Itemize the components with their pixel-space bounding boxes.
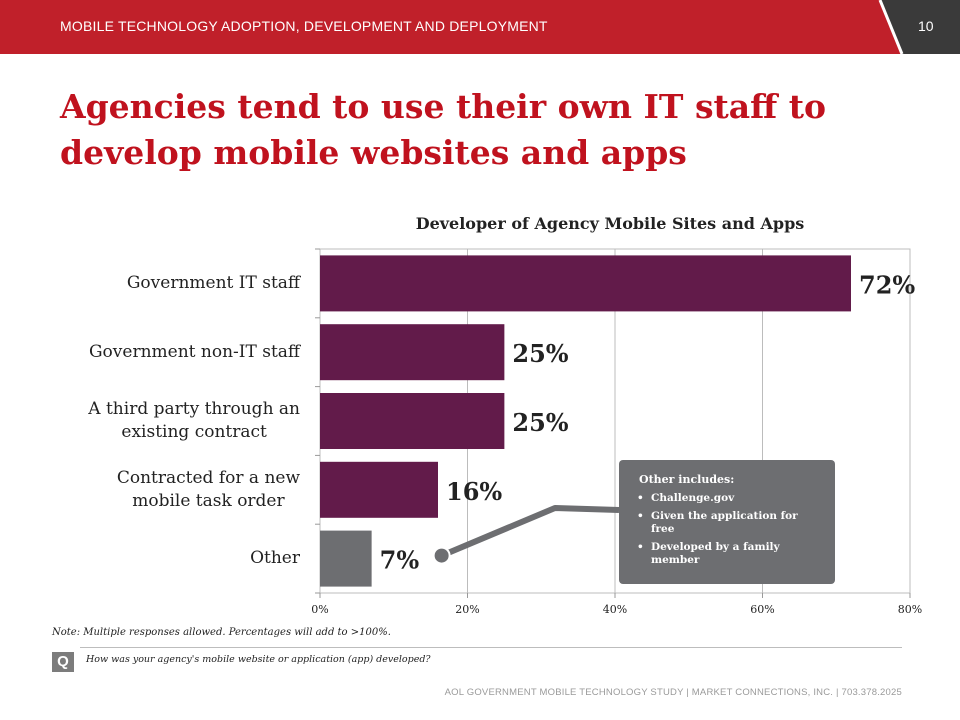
bar bbox=[320, 324, 505, 381]
callout-dot bbox=[432, 546, 451, 565]
category-label-line: Other bbox=[250, 548, 300, 569]
callout-item: • Given the application for free bbox=[637, 510, 798, 535]
note-text: Note: Multiple responses allowed. Percen… bbox=[52, 627, 391, 638]
callout-item-text: Challenge.gov bbox=[651, 492, 735, 504]
category-label-line: mobile task order bbox=[132, 490, 285, 511]
callout-item: • Developed by a family member bbox=[637, 541, 780, 566]
x-tick-label: 0% bbox=[311, 603, 328, 616]
bar bbox=[320, 530, 372, 587]
bar bbox=[320, 255, 851, 312]
other-callout: Other includes: • Challenge.gov • Given th… bbox=[619, 460, 835, 584]
header-title: MOBILE TECHNOLOGY ADOPTION, DEVELOPMENT … bbox=[60, 18, 548, 34]
x-tick-label: 80% bbox=[898, 603, 922, 616]
footer-text: AOL GOVERNMENT MOBILE TECHNOLOGY STUDY |… bbox=[444, 687, 902, 698]
chart-title: Developer of Agency Mobile Sites and App… bbox=[415, 214, 805, 233]
category-label: Government IT staff bbox=[127, 272, 300, 295]
bar-value-label: 25% bbox=[512, 408, 568, 437]
category-label: Contracted for a new mobile task order bbox=[117, 467, 300, 513]
bar bbox=[320, 461, 438, 518]
category-label-line: Contracted for a new bbox=[116, 467, 300, 488]
callout-list: • Challenge.gov • Given the application fo… bbox=[633, 492, 818, 572]
header-bar: MOBILE TECHNOLOGY ADOPTION, DEVELOPMENT … bbox=[0, 0, 960, 54]
category-label-line: Government non-IT staff bbox=[88, 341, 300, 362]
page-number: 10 bbox=[918, 18, 934, 34]
bar-value-label: 16% bbox=[446, 477, 502, 506]
bar-value-label: 72% bbox=[859, 270, 915, 299]
category-label-line: Government IT staff bbox=[126, 272, 300, 293]
bar-value-label: 7% bbox=[380, 546, 420, 575]
x-tick-label: 40% bbox=[603, 603, 627, 616]
header-background bbox=[0, 0, 960, 54]
category-label-line: existing contract bbox=[121, 422, 267, 442]
bar-value-label: 25% bbox=[512, 339, 568, 368]
question-divider bbox=[80, 647, 902, 648]
question-icon: Q bbox=[52, 652, 74, 672]
category-label: Government non-IT staff bbox=[89, 341, 300, 364]
callout-connector bbox=[440, 505, 620, 559]
x-tick-label: 20% bbox=[455, 603, 479, 616]
question-text: How was your agency's mobile website or … bbox=[86, 654, 431, 665]
x-tick-label: 60% bbox=[750, 603, 774, 616]
category-label: Other bbox=[250, 547, 300, 570]
callout-title: Other includes: bbox=[639, 473, 735, 486]
bar bbox=[320, 393, 505, 449]
category-label-line: A third party through an bbox=[88, 399, 300, 419]
callout-item: • Challenge.gov bbox=[637, 492, 735, 504]
callout-item-text: Given the application for free bbox=[651, 510, 798, 535]
page-title: Agencies tend to use their own IT staff … bbox=[60, 87, 827, 172]
callout-item-text: Developed by a family member bbox=[651, 541, 780, 566]
category-label: A third party through an existing contrac… bbox=[88, 398, 300, 444]
